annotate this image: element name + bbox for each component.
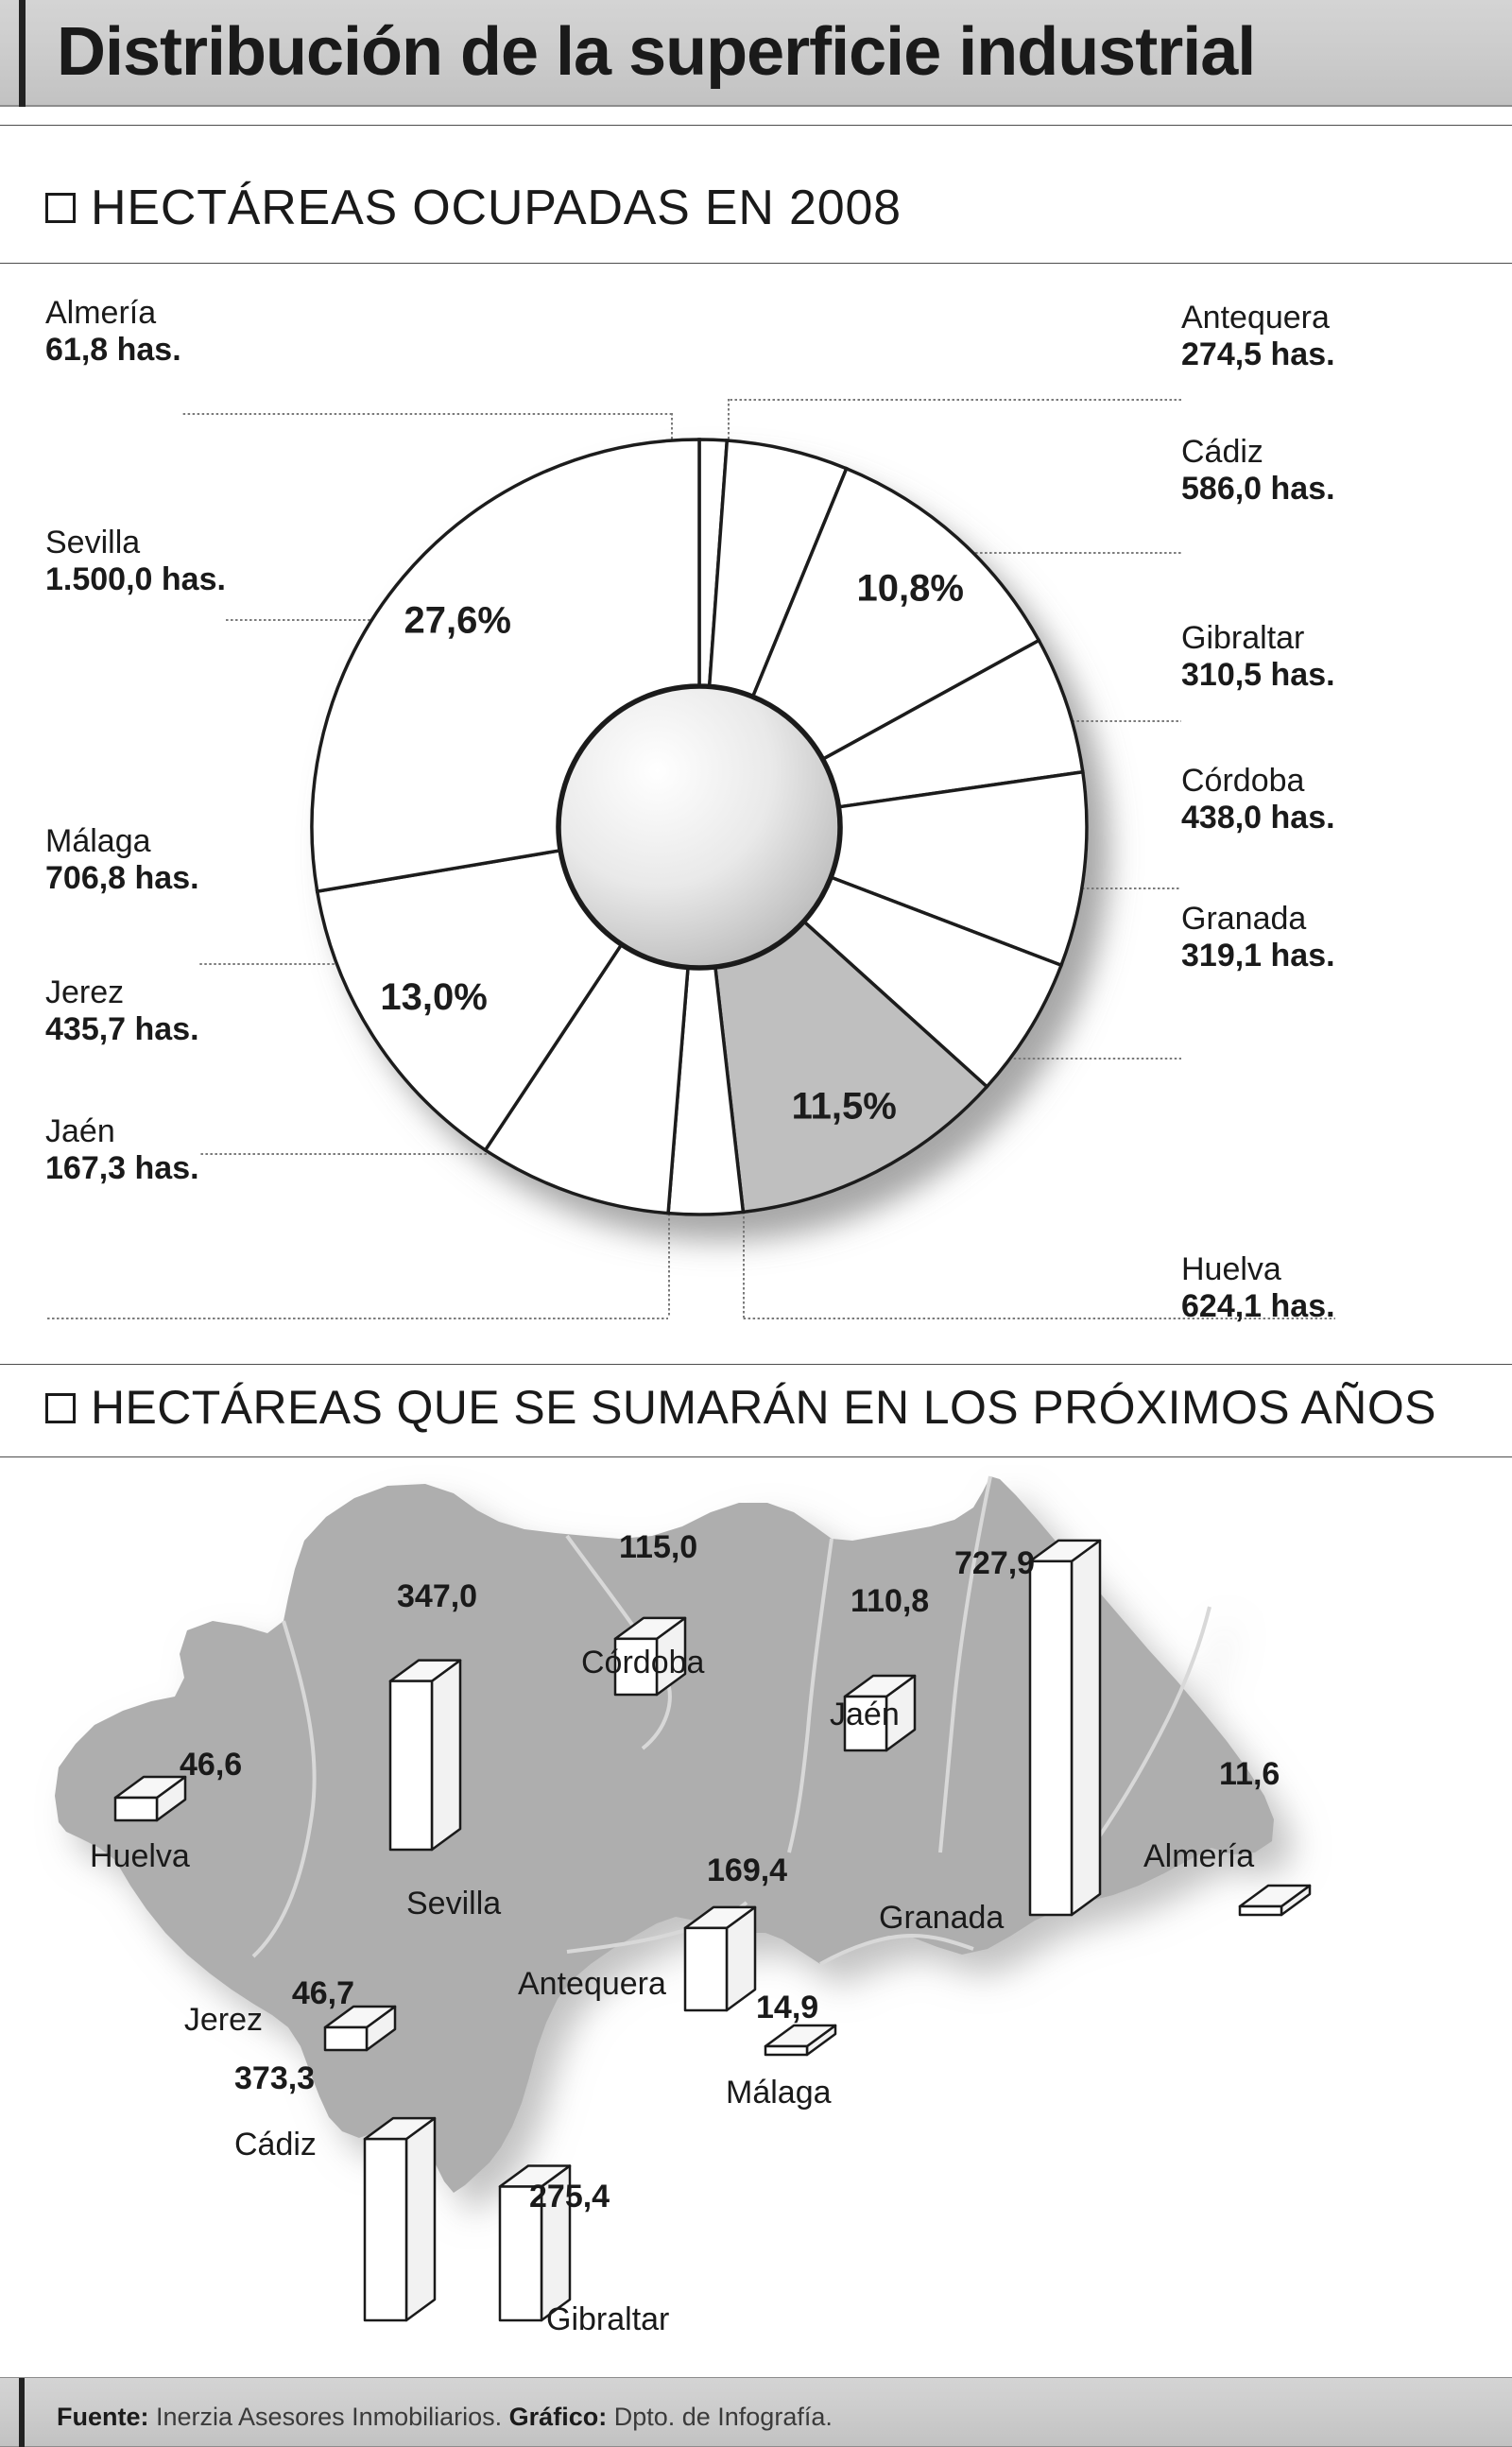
- svg-text:373,3: 373,3: [234, 2060, 315, 2096]
- svg-text:Huelva: Huelva: [90, 1838, 190, 1874]
- svg-text:Granada: Granada: [879, 1900, 1004, 1936]
- svg-text:Jerez: Jerez: [184, 2002, 263, 2038]
- svg-text:Sevilla: Sevilla: [406, 1886, 501, 1921]
- svg-text:Cádiz: Cádiz: [234, 2127, 317, 2163]
- svg-text:Antequera: Antequera: [518, 1966, 666, 2002]
- svg-text:727,9: 727,9: [954, 1545, 1035, 1581]
- svg-text:110,8: 110,8: [850, 1583, 929, 1619]
- svg-text:13,0%: 13,0%: [380, 976, 487, 1018]
- svg-text:Málaga: Málaga: [726, 2075, 832, 2111]
- svg-text:46,6: 46,6: [180, 1747, 242, 1783]
- svg-text:347,0: 347,0: [397, 1578, 477, 1614]
- svg-text:11,6: 11,6: [1219, 1756, 1280, 1792]
- svg-text:115,0: 115,0: [619, 1529, 697, 1565]
- svg-text:169,4: 169,4: [707, 1852, 787, 1888]
- svg-text:11,5%: 11,5%: [792, 1085, 897, 1127]
- svg-text:10,8%: 10,8%: [856, 568, 963, 610]
- svg-text:46,7: 46,7: [292, 1975, 354, 2011]
- svg-text:14,9: 14,9: [756, 1990, 818, 2025]
- svg-text:27,6%: 27,6%: [404, 599, 510, 641]
- svg-text:Córdoba: Córdoba: [581, 1645, 705, 1680]
- svg-text:275,4: 275,4: [529, 2179, 610, 2214]
- svg-text:Jaén: Jaén: [830, 1697, 900, 1732]
- svg-text:Almería: Almería: [1143, 1838, 1254, 1874]
- svg-text:Gibraltar: Gibraltar: [546, 2301, 669, 2337]
